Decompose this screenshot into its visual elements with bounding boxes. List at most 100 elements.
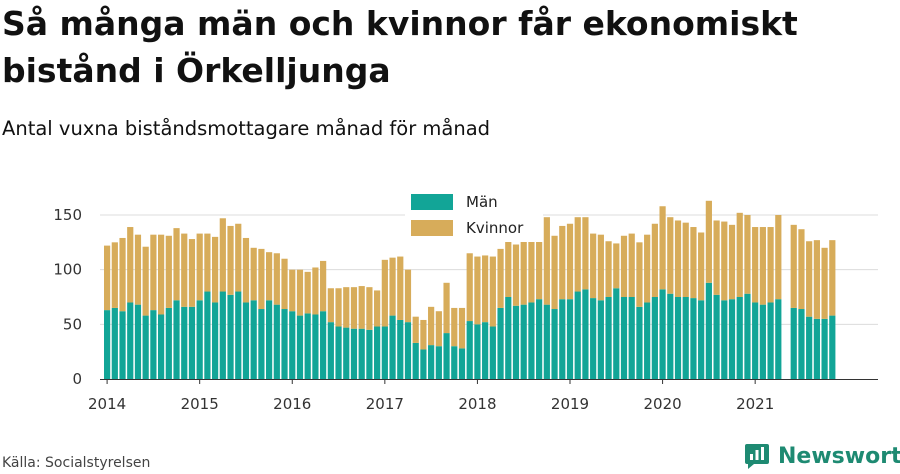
bar-women <box>759 227 766 305</box>
source-note: Källa: Socialstyrelsen <box>2 455 151 471</box>
bar-men <box>690 298 697 379</box>
bar-men <box>428 345 435 379</box>
bar-women <box>674 220 682 297</box>
bar-men <box>451 346 458 379</box>
bar-men <box>188 306 196 379</box>
bar-women <box>435 311 442 347</box>
x-tick-label: 2016 <box>273 395 311 413</box>
bar-men <box>813 318 820 379</box>
chart-subtitle: Antal vuxna biståndsmottagare månad för … <box>2 117 491 140</box>
bar-men <box>790 307 797 379</box>
bar-men <box>497 307 504 379</box>
bar-men <box>404 322 412 379</box>
bar-women <box>690 227 697 299</box>
bar-women <box>204 233 211 292</box>
bar-men <box>590 298 597 379</box>
bar-women <box>474 256 481 325</box>
bar-women <box>289 269 296 312</box>
bar-women <box>227 225 234 295</box>
bar-women <box>312 267 319 315</box>
bar-women <box>266 252 273 301</box>
bar-men <box>389 315 396 379</box>
bar-men <box>806 316 813 379</box>
bar-men <box>327 322 334 379</box>
bar-men <box>728 299 736 379</box>
bar-women <box>142 246 149 316</box>
bar-women <box>165 235 172 308</box>
bar-men <box>566 299 574 379</box>
bar-men <box>227 294 234 379</box>
bar-men <box>505 297 512 379</box>
bar-men <box>752 302 759 379</box>
bar-women <box>752 227 759 303</box>
bar-women <box>806 241 813 317</box>
bar-men <box>443 333 450 379</box>
bar-women <box>628 233 635 297</box>
bar-men <box>266 300 273 379</box>
bar-women <box>582 217 589 290</box>
x-tick-label: 2018 <box>458 395 496 413</box>
bar-women <box>605 241 612 297</box>
bar-women <box>597 234 604 301</box>
bar-women <box>219 218 226 292</box>
bar-women <box>536 227 543 300</box>
bar-women <box>713 220 720 295</box>
bar-men <box>142 315 149 379</box>
bar-men <box>258 309 265 379</box>
bar-men <box>520 304 527 379</box>
bar-women <box>320 260 327 312</box>
bar-men <box>412 342 419 379</box>
bar-men <box>798 309 805 379</box>
bar-men <box>482 322 489 379</box>
bar-men <box>181 306 188 379</box>
bar-men <box>250 300 257 379</box>
bar-women <box>343 287 350 328</box>
bar-men <box>628 297 635 379</box>
bar-men <box>119 311 126 379</box>
bar-women <box>613 243 620 289</box>
bar-men <box>134 304 142 379</box>
bar-women <box>744 215 751 294</box>
bar-men <box>644 302 651 379</box>
bar-men <box>435 346 442 379</box>
bar-men <box>636 306 643 379</box>
bar-men <box>374 326 381 379</box>
y-tick-label: 150 <box>53 206 82 224</box>
x-tick-label: 2017 <box>366 395 404 413</box>
bar-men <box>582 289 589 379</box>
bar-men <box>744 293 751 379</box>
axes: 0 50 100 150 2014 2015 2016 2017 2018 2019 2020 202… <box>53 206 878 413</box>
bar-men <box>196 300 203 379</box>
bar-women <box>543 217 550 305</box>
bar-men <box>551 309 558 379</box>
brand-name: Newsworthy <box>778 443 900 469</box>
bar-women <box>512 244 520 306</box>
bar-men <box>366 329 373 379</box>
bar-women <box>235 223 242 292</box>
bar-men <box>674 297 682 379</box>
bar-women <box>273 253 280 305</box>
bar-women <box>404 269 412 323</box>
bar-men <box>543 304 550 379</box>
bar-men <box>536 299 543 379</box>
bar-men <box>767 302 774 379</box>
bar-women <box>150 234 157 311</box>
bar-women <box>389 257 396 316</box>
bar-women <box>497 248 504 308</box>
bar-men <box>158 314 165 379</box>
bar-men <box>235 291 242 379</box>
bar-women <box>790 224 797 308</box>
bar-women <box>134 234 142 305</box>
bar-men <box>165 307 172 379</box>
newsworthy-brand[interactable]: Newsworthy <box>744 441 900 471</box>
bar-men <box>489 326 496 379</box>
bar-men <box>528 302 535 379</box>
bar-men <box>682 297 689 379</box>
bar-men <box>620 297 628 379</box>
bar-women <box>728 224 736 300</box>
legend-label: Män <box>466 193 498 211</box>
newsworthy-logo-icon <box>745 444 769 469</box>
bar-women <box>420 319 427 350</box>
bar-women <box>721 221 728 301</box>
bar-women <box>281 258 288 310</box>
